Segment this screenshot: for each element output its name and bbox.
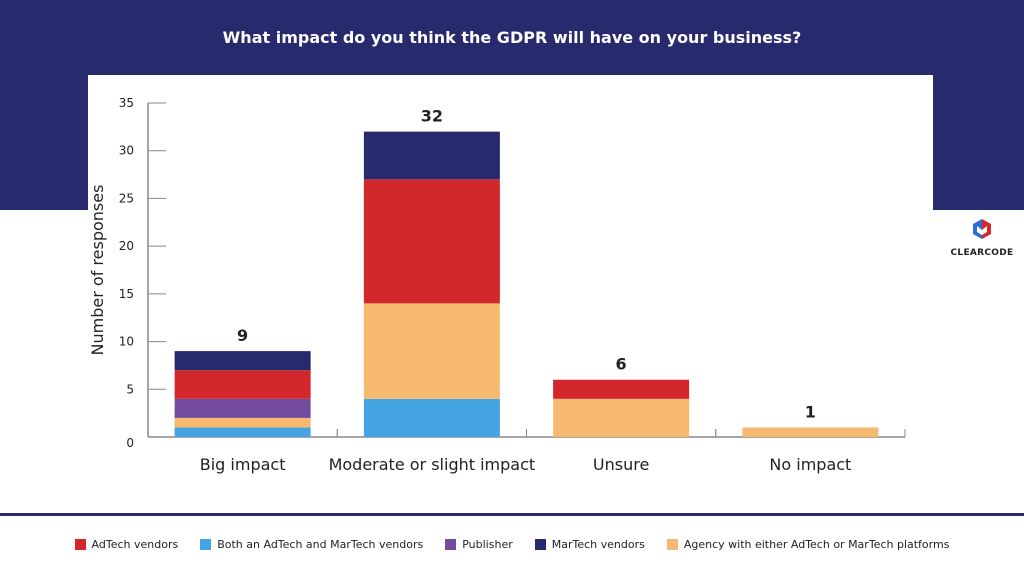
clearcode-logo-icon xyxy=(973,219,991,239)
bar-segment xyxy=(174,351,311,371)
divider xyxy=(0,513,1024,516)
x-tick-label: Moderate or slight impact xyxy=(329,455,536,474)
y-tick-label: 10 xyxy=(119,335,134,349)
bar-segment xyxy=(553,379,690,399)
x-tick-label: Unsure xyxy=(593,455,649,474)
y-axis-label: Number of responses xyxy=(88,185,107,356)
y-tick-label: 35 xyxy=(119,96,134,110)
data-label: 6 xyxy=(616,355,627,374)
bar-segment xyxy=(363,131,500,180)
legend-label: Agency with either AdTech or MarTech pla… xyxy=(683,538,950,551)
logo-text: CLEARCODE xyxy=(950,248,1014,258)
legend-swatch xyxy=(534,539,546,550)
y-tick-label: 15 xyxy=(119,287,134,301)
bar-segment xyxy=(174,398,311,418)
bar-segment xyxy=(174,370,311,399)
bar-segment xyxy=(363,179,500,304)
bar-segment xyxy=(363,398,500,437)
bar-segment xyxy=(363,303,500,399)
y-tick-label: 20 xyxy=(119,239,134,253)
legend-item: AdTech vendors xyxy=(74,538,179,551)
legend-item: MarTech vendors xyxy=(534,538,645,551)
y-tick-label: 25 xyxy=(119,191,134,205)
legend-label: Both an AdTech and MarTech vendors xyxy=(217,538,424,551)
bar-segment xyxy=(553,398,690,437)
bar-segment xyxy=(742,427,879,437)
clearcode-logo: CLEARCODE xyxy=(940,218,1024,258)
legend: AdTech vendors Both an AdTech and MarTech… xyxy=(0,538,1024,551)
legend-label: MarTech vendors xyxy=(551,538,645,551)
legend-label: Publisher xyxy=(462,538,513,551)
legend-swatch xyxy=(200,539,212,550)
data-label: 1 xyxy=(805,402,816,421)
legend-item: Both an AdTech and MarTech vendors xyxy=(200,538,423,551)
data-label: 9 xyxy=(237,326,248,345)
data-label: 32 xyxy=(421,107,443,126)
chart-title: What impact do you think the GDPR will h… xyxy=(222,28,802,47)
legend-item: Publisher xyxy=(445,538,513,551)
x-tick-label: No impact xyxy=(769,455,851,474)
x-tick-label: Big impact xyxy=(200,455,286,474)
bar-segment xyxy=(174,427,311,437)
legend-item: Agency with either AdTech or MarTech pla… xyxy=(666,538,950,551)
legend-swatch xyxy=(445,539,457,550)
legend-swatch xyxy=(74,539,86,550)
legend-swatch xyxy=(666,539,678,550)
legend-label: AdTech vendors xyxy=(91,538,179,551)
bar-segment xyxy=(174,417,311,428)
y-tick-label: 5 xyxy=(126,382,134,396)
y-tick-label: 30 xyxy=(119,144,134,158)
y-tick-label: 0 xyxy=(126,436,134,450)
